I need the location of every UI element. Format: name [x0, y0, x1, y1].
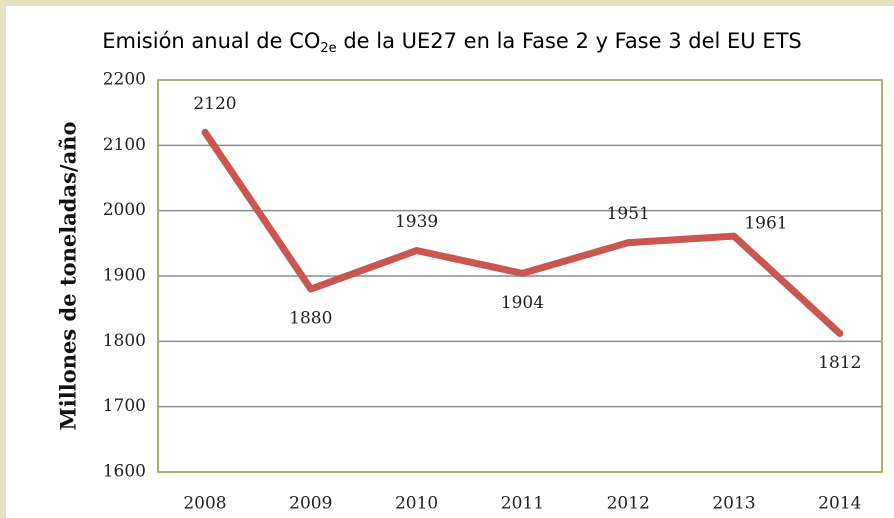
data-line [201, 128, 844, 337]
y-tick-label: 1700 [103, 396, 146, 416]
chart-title: Emisión anual de CO2e de la UE27 en la F… [102, 29, 802, 56]
data-label: 2120 [193, 94, 236, 114]
plot-border [157, 79, 883, 473]
title-part: de la UE27 en la Fase 2 y Fase 3 del EU … [337, 29, 802, 53]
y-tick-label: 1600 [103, 462, 146, 482]
x-tick-label: 2008 [183, 494, 226, 514]
title-part: Emisión anual de CO [102, 29, 320, 53]
x-tick-label: 2010 [395, 494, 438, 514]
y-tick-label: 2100 [103, 135, 146, 155]
y-tick-label: 1800 [103, 331, 146, 351]
y-tick-label: 1900 [103, 266, 146, 286]
title-subscript: 2e [320, 41, 336, 56]
x-tick-label: 2013 [712, 494, 755, 514]
x-tick-label: 2012 [607, 494, 650, 514]
data-label: 1961 [744, 214, 787, 234]
data-label: 1812 [818, 353, 861, 373]
data-label: 1904 [501, 293, 544, 313]
data-label: 1880 [289, 309, 332, 329]
data-label: 1951 [607, 204, 650, 224]
y-tick-label: 2000 [103, 200, 146, 220]
x-tick-label: 2009 [289, 494, 332, 514]
x-tick-label: 2011 [501, 494, 544, 514]
data-label: 1939 [395, 212, 438, 232]
x-tick-label: 2014 [818, 494, 861, 514]
y-tick-label: 2200 [103, 70, 146, 90]
y-axis-title: Millones de toneladas/año [56, 122, 81, 431]
